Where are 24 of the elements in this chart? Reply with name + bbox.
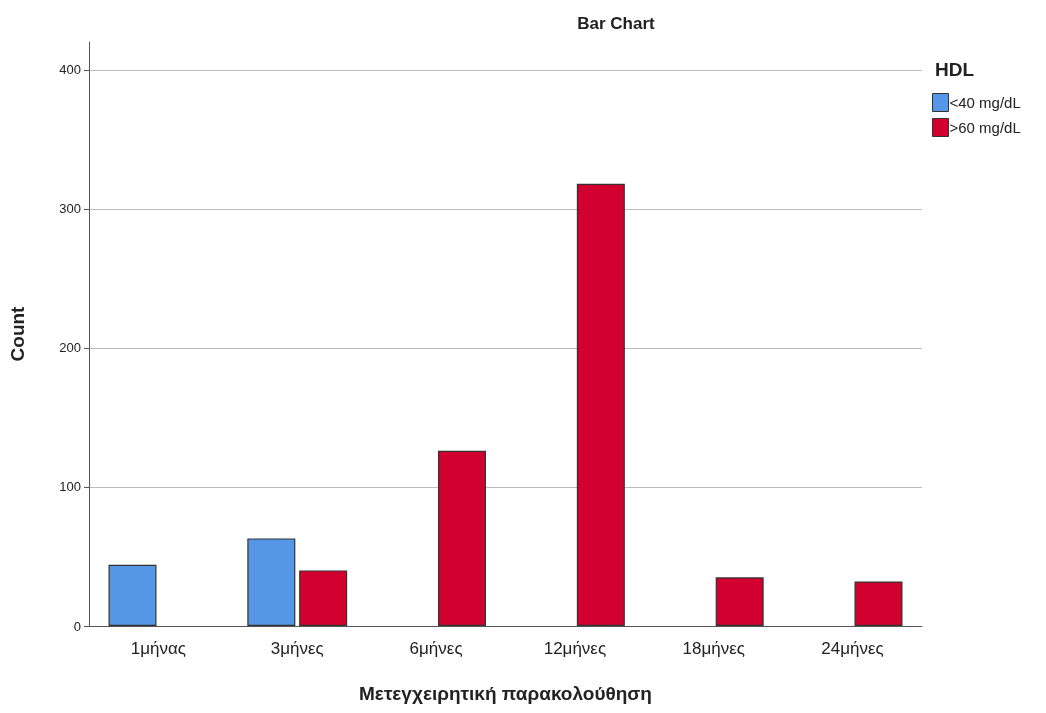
bar bbox=[715, 577, 764, 626]
y-tick-label: 400 bbox=[59, 62, 81, 78]
y-tick-label: 200 bbox=[59, 340, 81, 356]
y-tick-label: 300 bbox=[59, 201, 81, 217]
y-axis-title: Count bbox=[7, 305, 28, 362]
bar bbox=[247, 538, 296, 626]
legend-title: HDL bbox=[935, 59, 975, 80]
bar bbox=[576, 183, 625, 626]
x-tick-label: 24μήνες bbox=[821, 639, 884, 658]
x-axis-title: Μετεγχειρητική παρακολούθηση bbox=[359, 683, 652, 704]
legend-label: <40 mg/dL bbox=[949, 94, 1021, 111]
x-tick-label: 6μήνες bbox=[409, 639, 463, 658]
x-tick-label: 12μήνες bbox=[543, 639, 607, 658]
bar bbox=[299, 570, 348, 626]
legend-label: >60 mg/dL bbox=[949, 119, 1021, 136]
y-tick-label: 0 bbox=[73, 618, 81, 634]
x-tick-label: 1μήνας bbox=[130, 639, 187, 658]
x-tick-label: 18μήνες bbox=[682, 639, 745, 658]
bar bbox=[854, 581, 903, 626]
x-tick-label: 3μήνες bbox=[270, 639, 324, 658]
bar bbox=[108, 564, 157, 626]
bar bbox=[438, 450, 486, 626]
y-tick-label: 100 bbox=[59, 479, 81, 495]
chart-title: Bar Chart bbox=[577, 14, 656, 33]
